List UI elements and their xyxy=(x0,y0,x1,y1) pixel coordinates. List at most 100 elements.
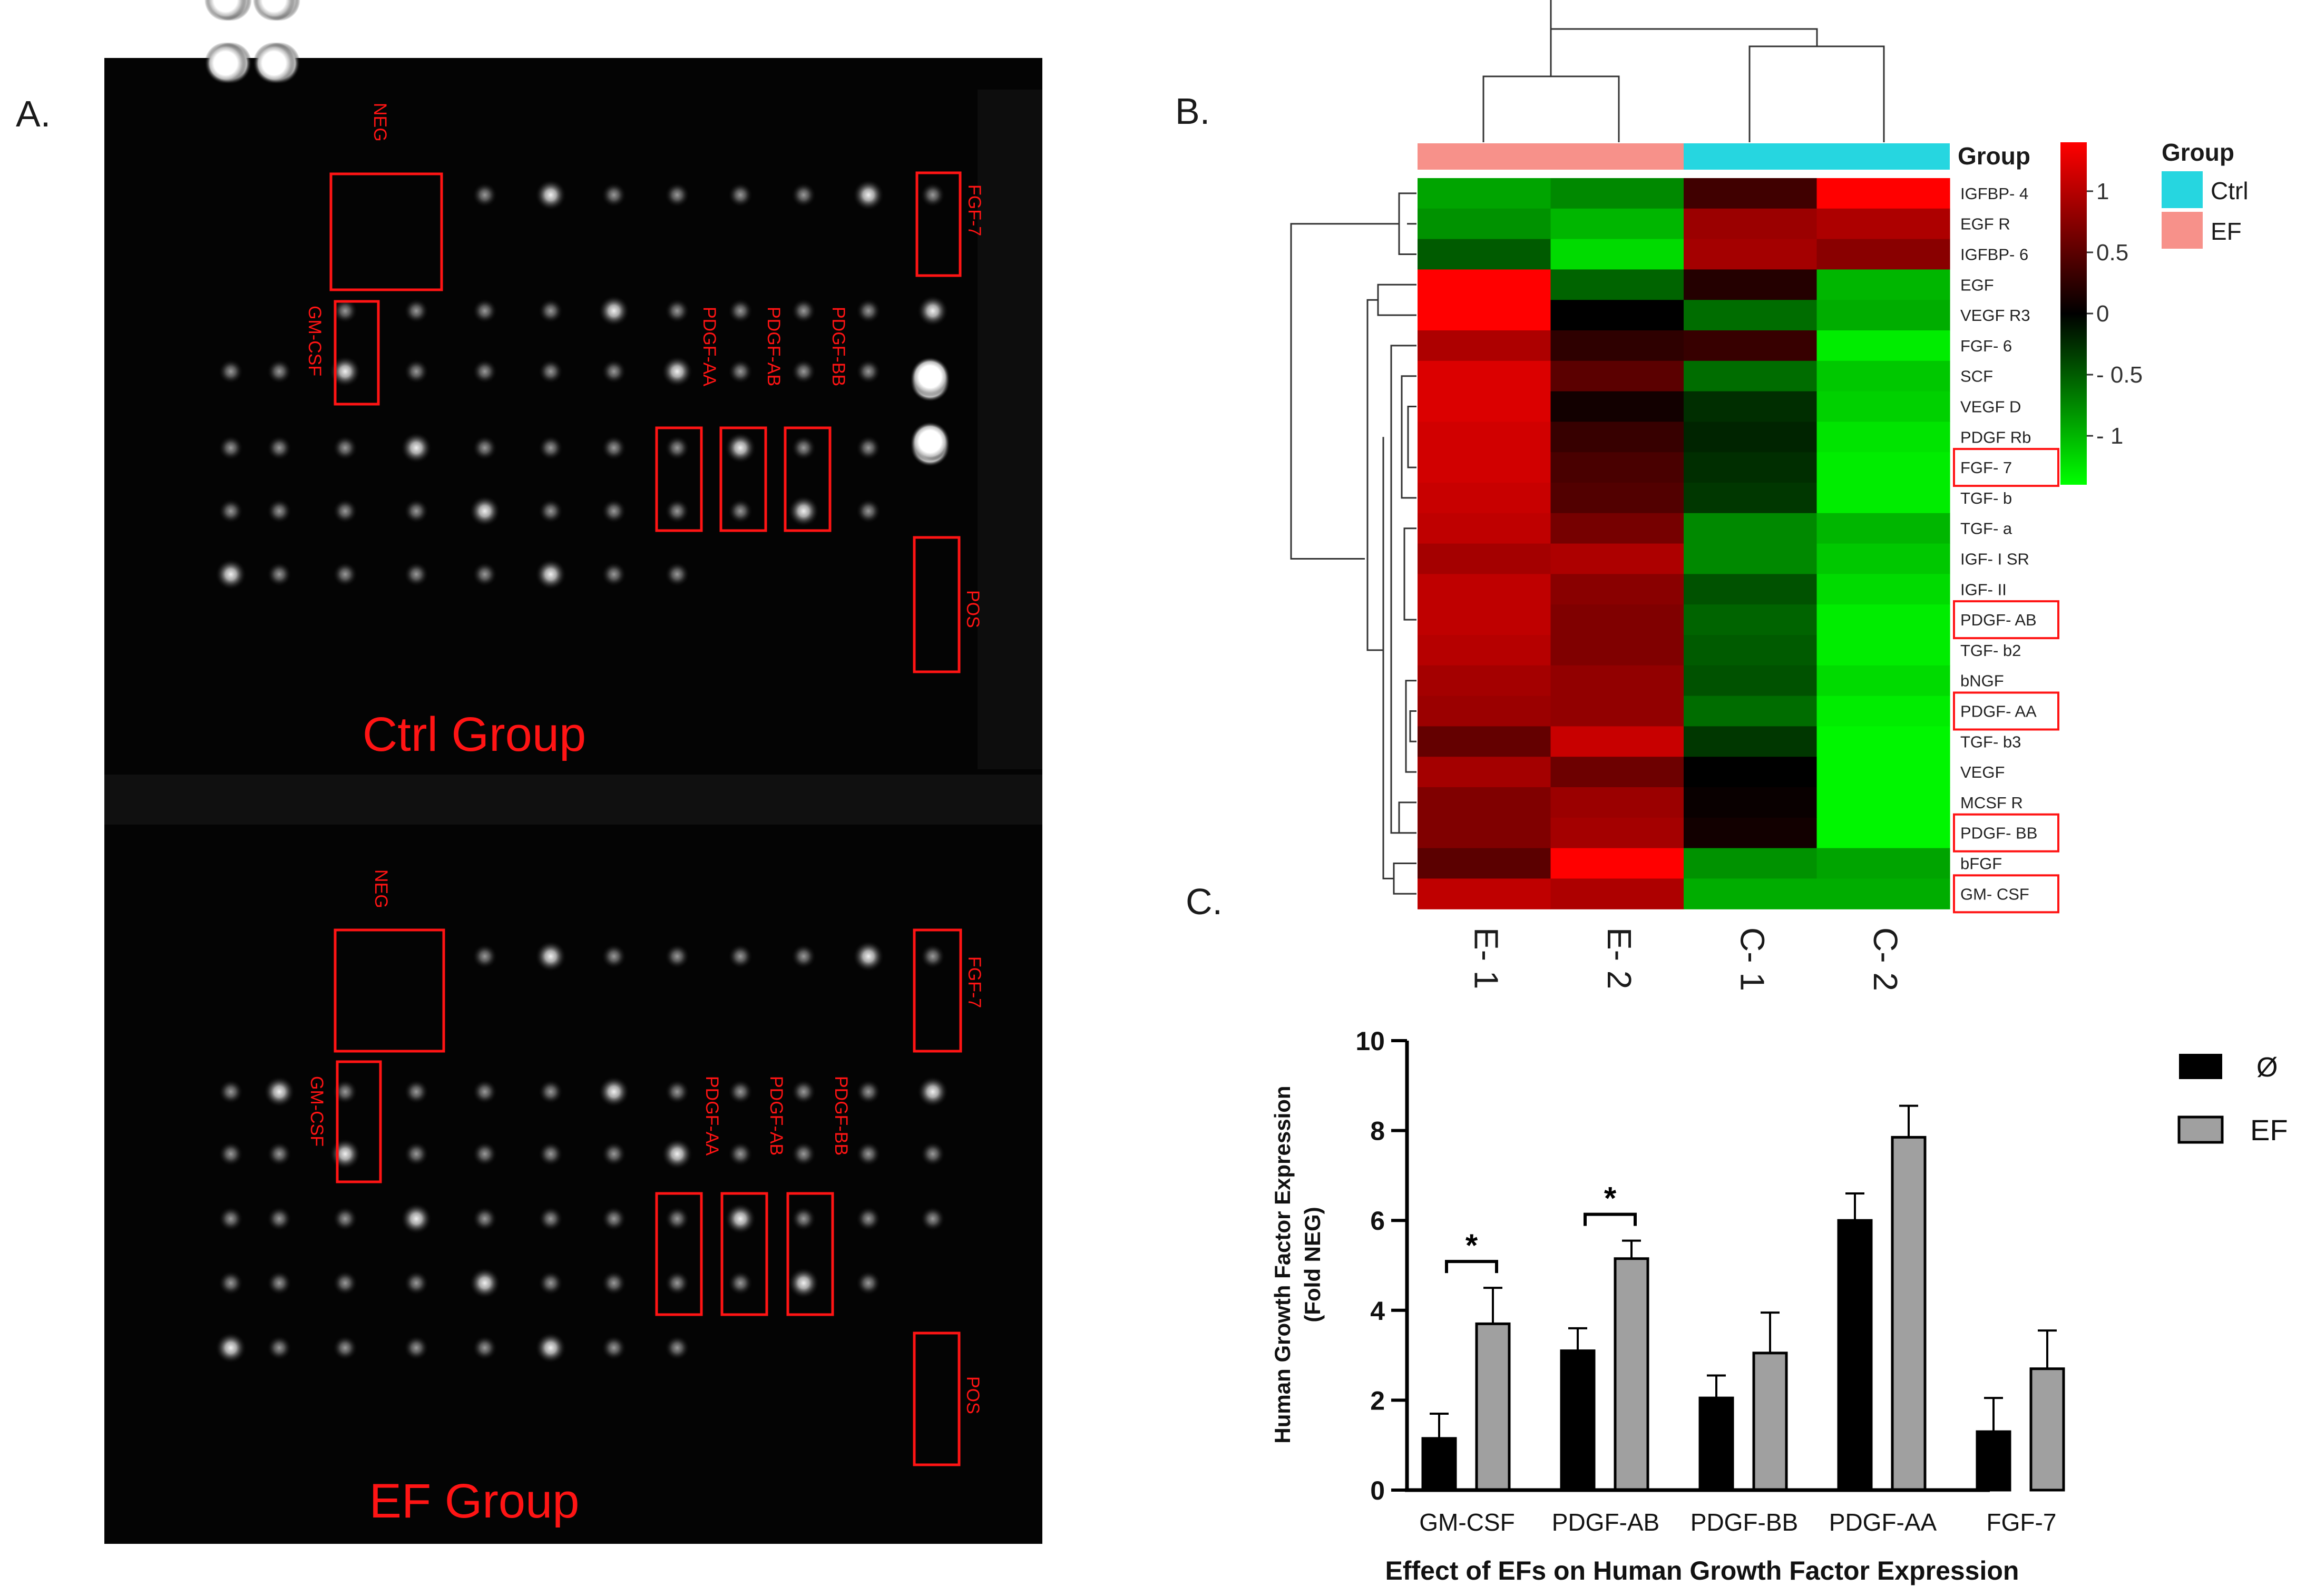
heatmap-cell xyxy=(1418,360,1551,392)
ef-array-spot xyxy=(791,1206,816,1231)
ctrl-array-spot xyxy=(267,498,292,524)
heatmap-cell xyxy=(1816,878,1950,909)
y-axis-label-units: (Fold NEG) xyxy=(1300,1207,1325,1322)
heatmap-cell xyxy=(1684,574,1818,605)
heatmap-cell xyxy=(1684,239,1818,270)
ef-ref-spot xyxy=(253,42,295,84)
heatmap-row-label: TGF- a xyxy=(1960,520,2012,538)
ef-array-spot xyxy=(856,1079,881,1104)
y-tick-label: 6 xyxy=(1370,1206,1385,1236)
ctrl-group-title: Ctrl Group xyxy=(363,708,586,761)
ef-ref-spot xyxy=(204,0,247,21)
ctrl-pos-label: POS xyxy=(963,590,983,628)
ctrl-neg-box xyxy=(329,172,443,291)
heatmap-cell xyxy=(1418,452,1551,483)
ef-array-spot xyxy=(856,1206,881,1231)
heatmap-cell xyxy=(1418,330,1551,361)
heatmap-cell xyxy=(1550,239,1684,270)
array-panel: NEG FGF-7 GM-CSF PDGF-AA PDGF-AB PDGF-BB POS NE… xyxy=(104,0,1042,1544)
heatmap-cell xyxy=(1550,696,1684,727)
heatmap-cell xyxy=(1550,726,1684,757)
ctrl-array-spot xyxy=(267,359,292,384)
ctrl-array-spot xyxy=(728,182,753,208)
array-annotations: NEG FGF-7 GM-CSF PDGF-AA PDGF-AB PDGF-BB POS NE… xyxy=(305,103,984,1466)
ef-array-spot xyxy=(329,1138,361,1170)
heatmap-cell xyxy=(1418,300,1551,331)
ef-array-spot xyxy=(267,1270,292,1296)
ef-array-spot xyxy=(218,1270,243,1296)
heatmap-cell xyxy=(1684,452,1818,483)
ef-array-spot xyxy=(218,1206,243,1231)
bar-control xyxy=(1421,1437,1457,1492)
heatmap-cell xyxy=(1684,757,1818,788)
ef-array-spot xyxy=(856,1270,881,1296)
ef-array-spot xyxy=(472,1079,497,1104)
heatmap-cell xyxy=(1684,208,1818,240)
heatmap-cell xyxy=(1816,208,1950,240)
ctrl-array-spot xyxy=(404,298,429,324)
bar-control xyxy=(1976,1430,2011,1492)
ctrl-array-spot xyxy=(535,179,566,211)
ctrl-array-spot xyxy=(598,295,630,327)
heatmap-cell xyxy=(1550,483,1684,514)
heatmap-row-highlight-box xyxy=(1953,448,2059,487)
column-dendrogram xyxy=(1482,0,1885,142)
heatmap-cell xyxy=(1418,391,1551,422)
y-tick-label: 8 xyxy=(1370,1117,1385,1146)
heatmap-cell xyxy=(1816,391,1950,422)
legend-swatch-ef-bar xyxy=(2177,1115,2224,1144)
heatmap-row-label: EGF xyxy=(1960,276,1994,294)
x-tick-label: GM-CSF xyxy=(1419,1509,1514,1536)
ctrl-pdgfab-box xyxy=(719,426,767,532)
heatmap-cell xyxy=(1684,391,1818,422)
heatmap-cell xyxy=(1684,483,1818,514)
significance-star: * xyxy=(1465,1228,1478,1263)
heatmap-row-label: EGF R xyxy=(1960,215,2010,233)
ctrl-array-spot xyxy=(601,562,627,587)
heatmap-cell xyxy=(1816,360,1950,392)
heatmap-cell xyxy=(1550,604,1684,635)
legend-label-control: Ø xyxy=(2256,1052,2278,1083)
heatmap-cell xyxy=(1816,665,1950,697)
heatmap-row-highlight-box xyxy=(1953,691,2059,731)
y-tick-label: 4 xyxy=(1370,1296,1385,1326)
ctrl-array-spot xyxy=(856,435,881,461)
heatmap-cell xyxy=(1684,696,1818,727)
ef-group-title: EF Group xyxy=(369,1474,580,1528)
ctrl-array-spot xyxy=(472,562,497,587)
ctrl-array-spot xyxy=(665,562,690,587)
ef-array-spot xyxy=(469,1267,501,1299)
ef-gmcsf-box xyxy=(336,1060,382,1183)
heatmap-cell xyxy=(1550,208,1684,240)
heatmap-cell xyxy=(1550,878,1684,909)
ef-pos-label: POS xyxy=(963,1376,983,1414)
heatmap-column-label: E- 2 xyxy=(1600,927,1638,989)
ctrl-array-spot xyxy=(333,298,358,324)
heatmap-cell xyxy=(1816,604,1950,635)
ctrl-array-spot xyxy=(538,435,563,461)
ef-array-spot xyxy=(267,1335,292,1360)
heatmap-cell xyxy=(1816,422,1950,453)
x-tick-labels: GM-CSF PDGF-AB PDGF-BB PDGF-AA FGF-7 xyxy=(1419,1509,2056,1536)
heatmap-cell xyxy=(1418,757,1551,788)
heatmap-row-labels: IGFBP- 4 EGF R IGFBP- 6 EGF VEGF R3 FGF- 6 SCF… xyxy=(1953,184,2059,914)
ctrl-array-spot xyxy=(917,295,949,327)
legend-swatch-control xyxy=(2179,1054,2222,1079)
heatmap-cells xyxy=(1418,178,1950,909)
ef-array-spot xyxy=(215,1332,247,1364)
heatmap-cell xyxy=(1684,848,1818,879)
heatmap-cell xyxy=(1418,817,1551,849)
ef-array-spot xyxy=(218,1079,243,1104)
panel-letter-c: C. xyxy=(1186,881,1223,922)
ef-fgf7-label: FGF-7 xyxy=(964,956,984,1008)
heatmap-cell xyxy=(1418,696,1551,727)
heatmap-cell xyxy=(1816,848,1950,879)
heatmap-panel: Group IGFBP- 4 EGF R IGFBP- 6 EGF VEGF R3 FGF… xyxy=(1290,0,2249,991)
ef-array-spot xyxy=(728,944,753,969)
heatmap-cell xyxy=(1418,178,1551,209)
heatmap-cell xyxy=(1816,330,1950,361)
ef-array-spot xyxy=(218,1141,243,1167)
ctrl-array-spot xyxy=(791,182,816,208)
legend-swatch-ef xyxy=(2162,212,2203,249)
